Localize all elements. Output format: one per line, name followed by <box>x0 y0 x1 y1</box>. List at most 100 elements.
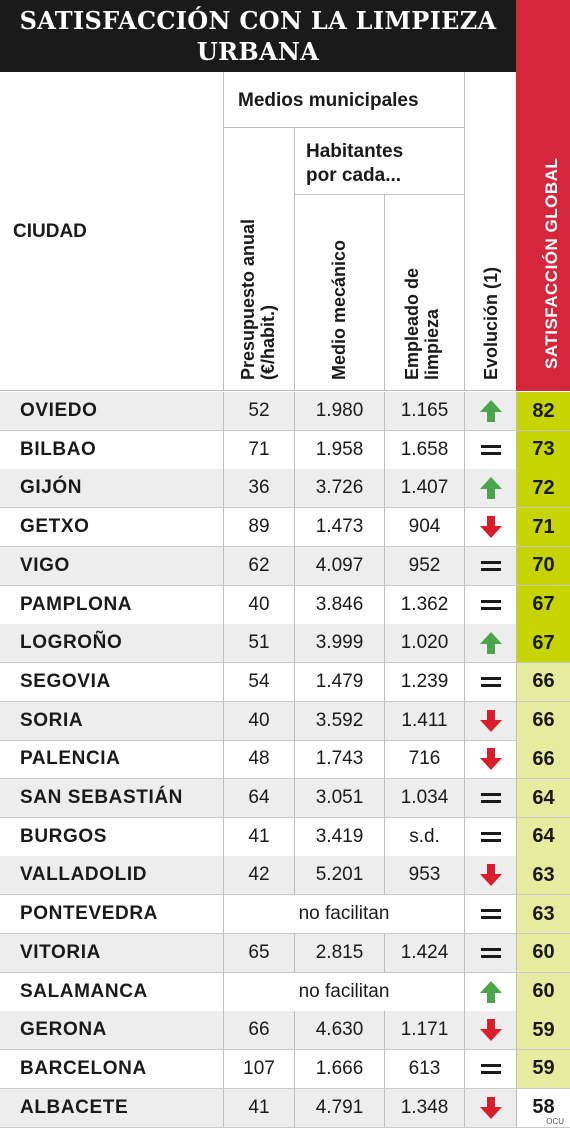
satisfaccion-score: 73 <box>517 430 570 469</box>
table-row: SAN SEBASTIÁN 64 3.051 1.034 64 <box>0 779 570 818</box>
column-divider <box>384 701 385 740</box>
empleado-cell: 1.020 <box>385 624 464 663</box>
column-divider <box>294 469 295 508</box>
column-divider <box>464 933 465 972</box>
column-divider <box>223 585 224 624</box>
column-divider <box>516 779 517 817</box>
column-divider <box>516 933 517 972</box>
column-divider <box>464 817 465 856</box>
row-divider <box>0 623 570 625</box>
presupuesto-cell: 48 <box>248 748 270 770</box>
column-divider <box>464 546 465 585</box>
table-row: SEGOVIA 54 1.479 1.239 66 <box>0 662 570 702</box>
row-divider <box>0 1010 570 1012</box>
presupuesto-cell: 107 <box>243 1057 275 1079</box>
satisfaccion-score: 63 <box>517 856 570 895</box>
column-divider <box>516 856 517 895</box>
column-divider <box>384 933 385 972</box>
column-divider <box>384 469 385 508</box>
column-divider <box>516 392 517 430</box>
medio-mecanico-cell: 4.791 <box>295 1088 384 1127</box>
column-divider <box>294 1049 295 1088</box>
column-divider <box>294 933 295 972</box>
table-row: GETXO 89 1.473 904 71 <box>0 508 570 548</box>
column-divider <box>516 895 517 934</box>
row-divider <box>0 778 570 780</box>
column-divider <box>294 624 295 663</box>
column-divider <box>464 508 465 547</box>
table-row: SALAMANCA no facilitan 60 <box>0 972 570 1012</box>
header-habitantes: Habitantes por cada... <box>306 140 403 188</box>
column-divider <box>516 469 517 508</box>
presupuesto-cell: 66 <box>224 1011 294 1050</box>
satisfaccion-score: 66 <box>517 662 570 701</box>
row-divider <box>0 1087 570 1089</box>
table-row: VITORIA 65 2.815 1.424 60 <box>0 933 570 973</box>
header-evolucion: Evolución (1) <box>481 266 501 380</box>
column-divider <box>464 392 465 430</box>
column-divider <box>516 546 517 585</box>
empleado-cell: 1.424 <box>385 933 464 972</box>
evolucion-cell <box>465 392 516 430</box>
column-divider <box>464 1088 465 1127</box>
presupuesto-cell: 42 <box>224 856 294 895</box>
table-title: SATISFACCIÓN CON LA LIMPIEZA URBANA <box>0 0 516 72</box>
column-divider <box>384 508 385 547</box>
arrow-down-icon <box>479 864 502 887</box>
table-row: BURGOS 41 3.419 s.d. 64 <box>0 817 570 857</box>
empleado-cell: 1.407 <box>385 469 464 508</box>
row-divider <box>0 817 570 818</box>
satisfaccion-score: 60 <box>517 972 570 1011</box>
satisfaccion-global-header: SATISFACCIÓN GLOBAL <box>516 0 570 391</box>
presupuesto-cell: 52 <box>224 392 294 430</box>
column-divider <box>464 430 465 469</box>
row-divider <box>0 933 570 935</box>
medio-mecanico-cell: 5.201 <box>295 856 384 895</box>
table-row: ALBACETE 41 4.791 1.348 58 <box>0 1088 570 1128</box>
arrow-up-icon <box>479 980 502 1003</box>
header-presupuesto-line-2: (€/habit.) <box>258 305 278 380</box>
evolucion-cell <box>465 1050 516 1088</box>
arrow-down-icon <box>479 516 502 539</box>
header-ciudad: CIUDAD <box>13 221 87 242</box>
empleado-cell: 952 <box>385 546 464 585</box>
medio-mecanico-cell: 4.630 <box>295 1011 384 1050</box>
table-row: VIGO 62 4.097 952 70 <box>0 546 570 586</box>
column-divider <box>516 972 517 1011</box>
arrow-up-icon <box>479 477 502 500</box>
row-divider <box>0 546 570 548</box>
evolucion-cell <box>465 973 516 1011</box>
medio-mecanico-cell: 4.097 <box>295 546 384 585</box>
empleado-cell: 1.165 <box>385 392 464 430</box>
row-divider <box>0 584 570 586</box>
header-presupuesto-line-1: Presupuesto anual <box>238 218 258 380</box>
column-divider <box>464 662 465 701</box>
equal-icon <box>480 909 501 920</box>
column-divider <box>464 779 465 817</box>
evolucion-cell <box>465 624 516 663</box>
header-empleado-line-1: Empleado de <box>402 267 422 380</box>
column-divider <box>464 740 465 779</box>
evolucion-cell <box>465 779 516 817</box>
column-divider <box>223 933 224 972</box>
column-divider <box>294 856 295 895</box>
column-divider <box>384 817 385 856</box>
column-divider <box>464 469 465 508</box>
evolucion-cell <box>465 933 516 972</box>
column-divider <box>223 972 224 1011</box>
row-divider <box>0 739 570 741</box>
evolucion-cell <box>465 586 516 624</box>
presupuesto-cell: 40 <box>224 701 294 740</box>
column-divider <box>223 1088 224 1127</box>
equal-icon <box>480 947 501 958</box>
medio-mecanico-cell: 3.726 <box>295 469 384 508</box>
city-name: ALBACETE <box>0 1088 223 1127</box>
table-row: GERONA 66 4.630 1.171 59 <box>0 1011 570 1051</box>
column-divider <box>384 856 385 895</box>
header-presupuesto: Presupuesto anual (€/habit.) <box>238 219 278 380</box>
header-habitantes-line-2: por cada... <box>306 165 402 186</box>
column-divider <box>294 585 295 624</box>
column-divider <box>384 546 385 585</box>
medio-mecanico-cell: 1.473 <box>315 516 364 538</box>
arrow-down-icon <box>479 1019 502 1042</box>
